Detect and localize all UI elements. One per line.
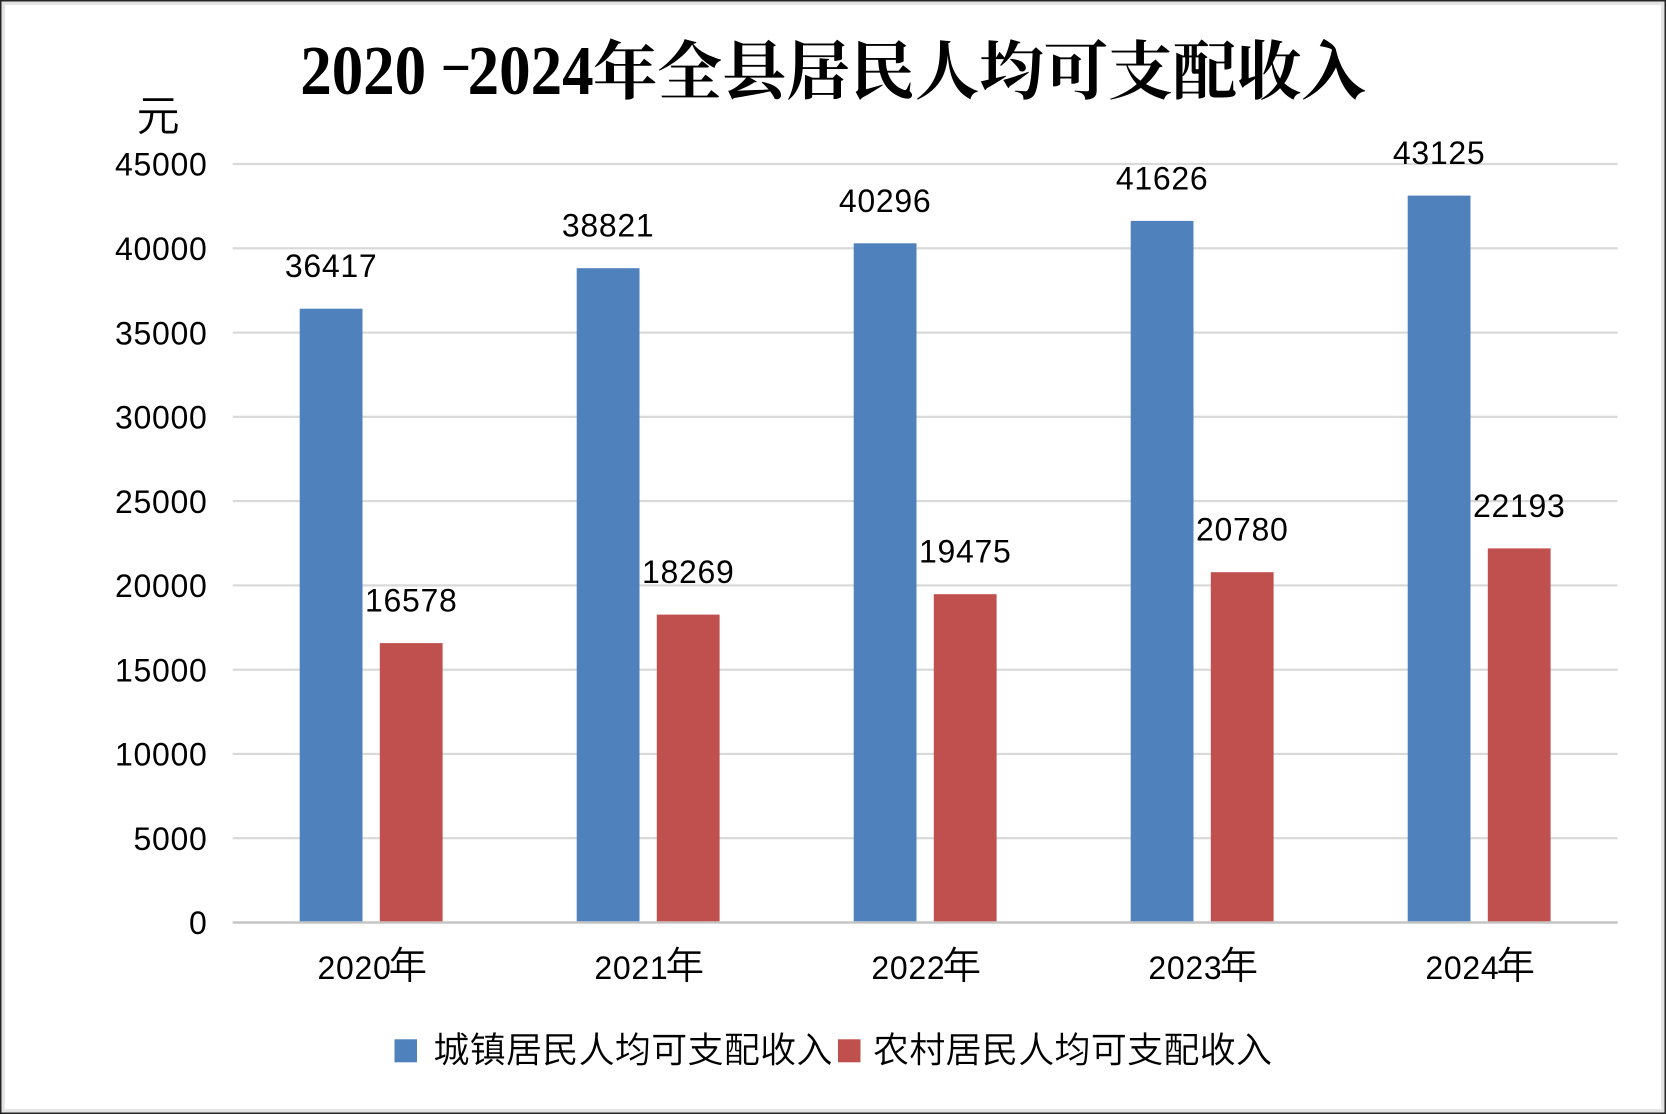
svg-text:20000: 20000 xyxy=(115,568,207,604)
svg-text:0: 0 xyxy=(189,905,208,941)
svg-text:2021: 2021 xyxy=(594,950,668,986)
svg-text:2024: 2024 xyxy=(1425,950,1499,986)
svg-text:43125: 43125 xyxy=(1393,135,1485,171)
svg-text:40000: 40000 xyxy=(115,231,207,267)
svg-text:19475: 19475 xyxy=(919,534,1011,570)
svg-text:35000: 35000 xyxy=(115,315,207,351)
svg-text:36417: 36417 xyxy=(285,248,377,284)
svg-text:30000: 30000 xyxy=(115,400,207,436)
svg-text:22193: 22193 xyxy=(1473,488,1565,524)
svg-text:25000: 25000 xyxy=(115,484,207,520)
svg-text:2020: 2020 xyxy=(300,33,426,110)
svg-text:20780: 20780 xyxy=(1196,512,1288,548)
svg-text:16578: 16578 xyxy=(365,583,457,619)
svg-text:5000: 5000 xyxy=(134,821,208,857)
svg-text:38821: 38821 xyxy=(562,208,654,244)
svg-text:18269: 18269 xyxy=(642,554,734,590)
svg-text:10000: 10000 xyxy=(115,737,207,773)
svg-text:15000: 15000 xyxy=(115,652,207,688)
svg-text:2024: 2024 xyxy=(468,33,594,110)
svg-text:41626: 41626 xyxy=(1116,160,1208,196)
svg-text:2022: 2022 xyxy=(871,950,945,986)
svg-text:2023: 2023 xyxy=(1148,950,1222,986)
svg-text:40296: 40296 xyxy=(839,183,931,219)
svg-text:2020: 2020 xyxy=(318,950,392,986)
svg-text:45000: 45000 xyxy=(115,147,207,183)
